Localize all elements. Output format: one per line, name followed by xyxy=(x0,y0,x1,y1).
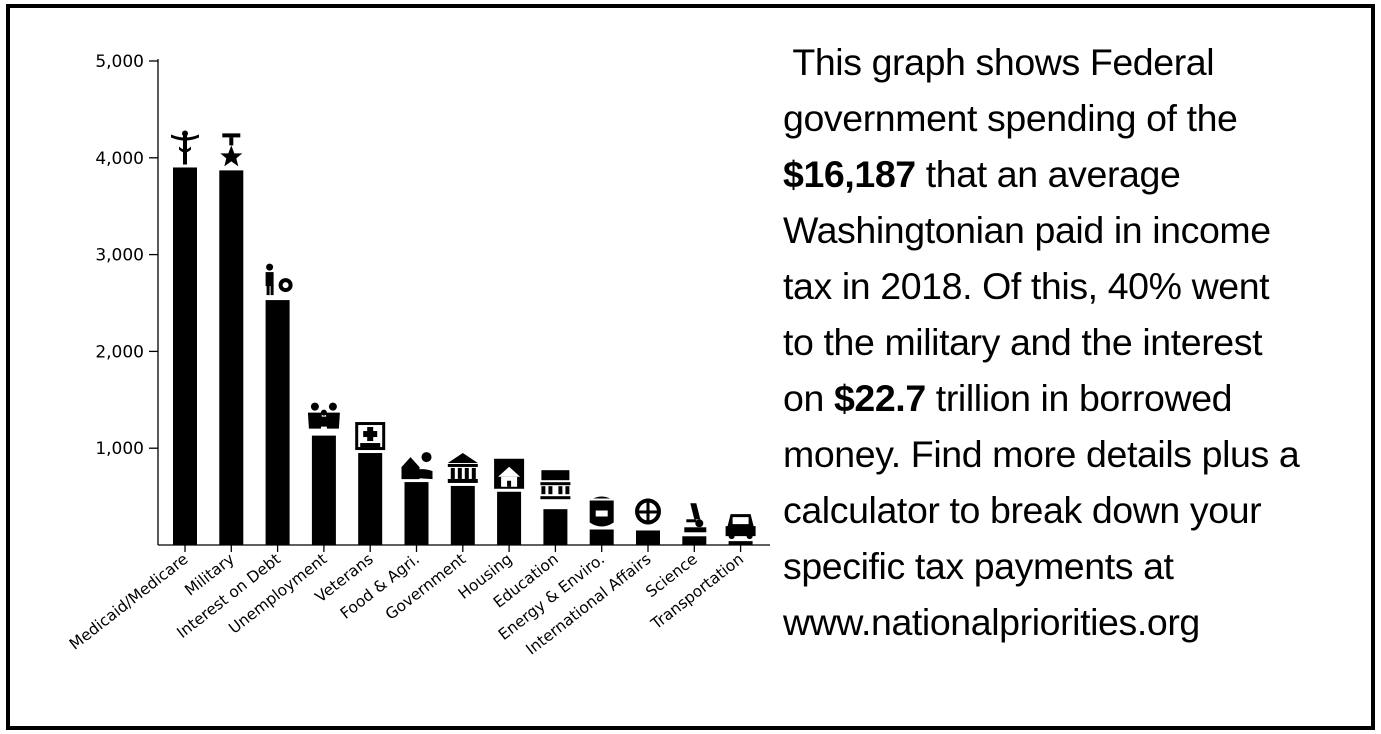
description-line: on $22.7 trillion in borrowed xyxy=(783,370,1373,426)
caduceus-icon xyxy=(171,130,199,165)
farm-icon xyxy=(401,452,433,480)
y-tick-label: 3,000 xyxy=(95,246,144,266)
description-line: calculator to break down your xyxy=(783,489,1262,531)
bar-3 xyxy=(311,435,336,545)
description-line: specific tax payments at xyxy=(783,545,1174,587)
bar-10 xyxy=(636,530,660,545)
description-line: tax in 2018. Of this, 40% went xyxy=(783,265,1270,307)
hospital-icon xyxy=(355,422,386,451)
description-line: Washingtonian paid in income xyxy=(783,209,1271,251)
bar-2 xyxy=(265,300,290,545)
description-line: This graph shows Federal xyxy=(783,41,1215,83)
y-tick-label: 5,000 xyxy=(95,52,144,72)
bar-8 xyxy=(543,509,568,545)
capitol-building-icon xyxy=(447,452,478,483)
family-icon xyxy=(307,402,340,429)
description-line: money. Find more details plus a xyxy=(783,433,1300,475)
description-text: that an average xyxy=(915,153,1181,195)
y-tick-label: 4,000 xyxy=(95,149,144,169)
tax-amount: $16,187 xyxy=(783,153,916,195)
bar-4 xyxy=(358,453,383,545)
debt-amount: $22.7 xyxy=(833,377,926,419)
globe-icon xyxy=(635,498,661,525)
y-tick-label: 1,000 xyxy=(95,439,144,459)
description-line: $16,187 that an average xyxy=(783,146,1373,202)
battery-icon xyxy=(589,496,614,527)
spending-bar-chart: 1,000 2,000 3,000 4,000 5,000 Medicaid/Medic… xyxy=(66,52,770,659)
description-line: government spending of the xyxy=(783,97,1238,139)
description-text: trillion in borrowed xyxy=(925,377,1233,419)
chart-description: This graph shows Federal government spen… xyxy=(783,34,1373,650)
bar-12 xyxy=(728,541,753,545)
bar-7 xyxy=(497,491,522,545)
bar-6 xyxy=(450,485,475,545)
bar-5 xyxy=(404,482,429,545)
bar-11 xyxy=(682,536,707,545)
microscope-icon xyxy=(684,503,707,533)
car-icon xyxy=(725,514,756,540)
description-line: to the military and the interest xyxy=(783,321,1263,363)
x-tick-label: Medicaid/Medicare xyxy=(66,550,191,654)
website-url[interactable]: www.nationalpriorities.org xyxy=(783,601,1200,643)
bar-9 xyxy=(589,529,614,545)
bar-0 xyxy=(173,167,197,546)
house-icon xyxy=(494,458,525,489)
description-text: on xyxy=(783,377,834,419)
person-coin-icon xyxy=(265,263,293,296)
school-icon xyxy=(540,470,571,500)
y-tick-label: 2,000 xyxy=(95,342,144,362)
bar-1 xyxy=(219,170,244,545)
medal-icon xyxy=(220,133,243,167)
